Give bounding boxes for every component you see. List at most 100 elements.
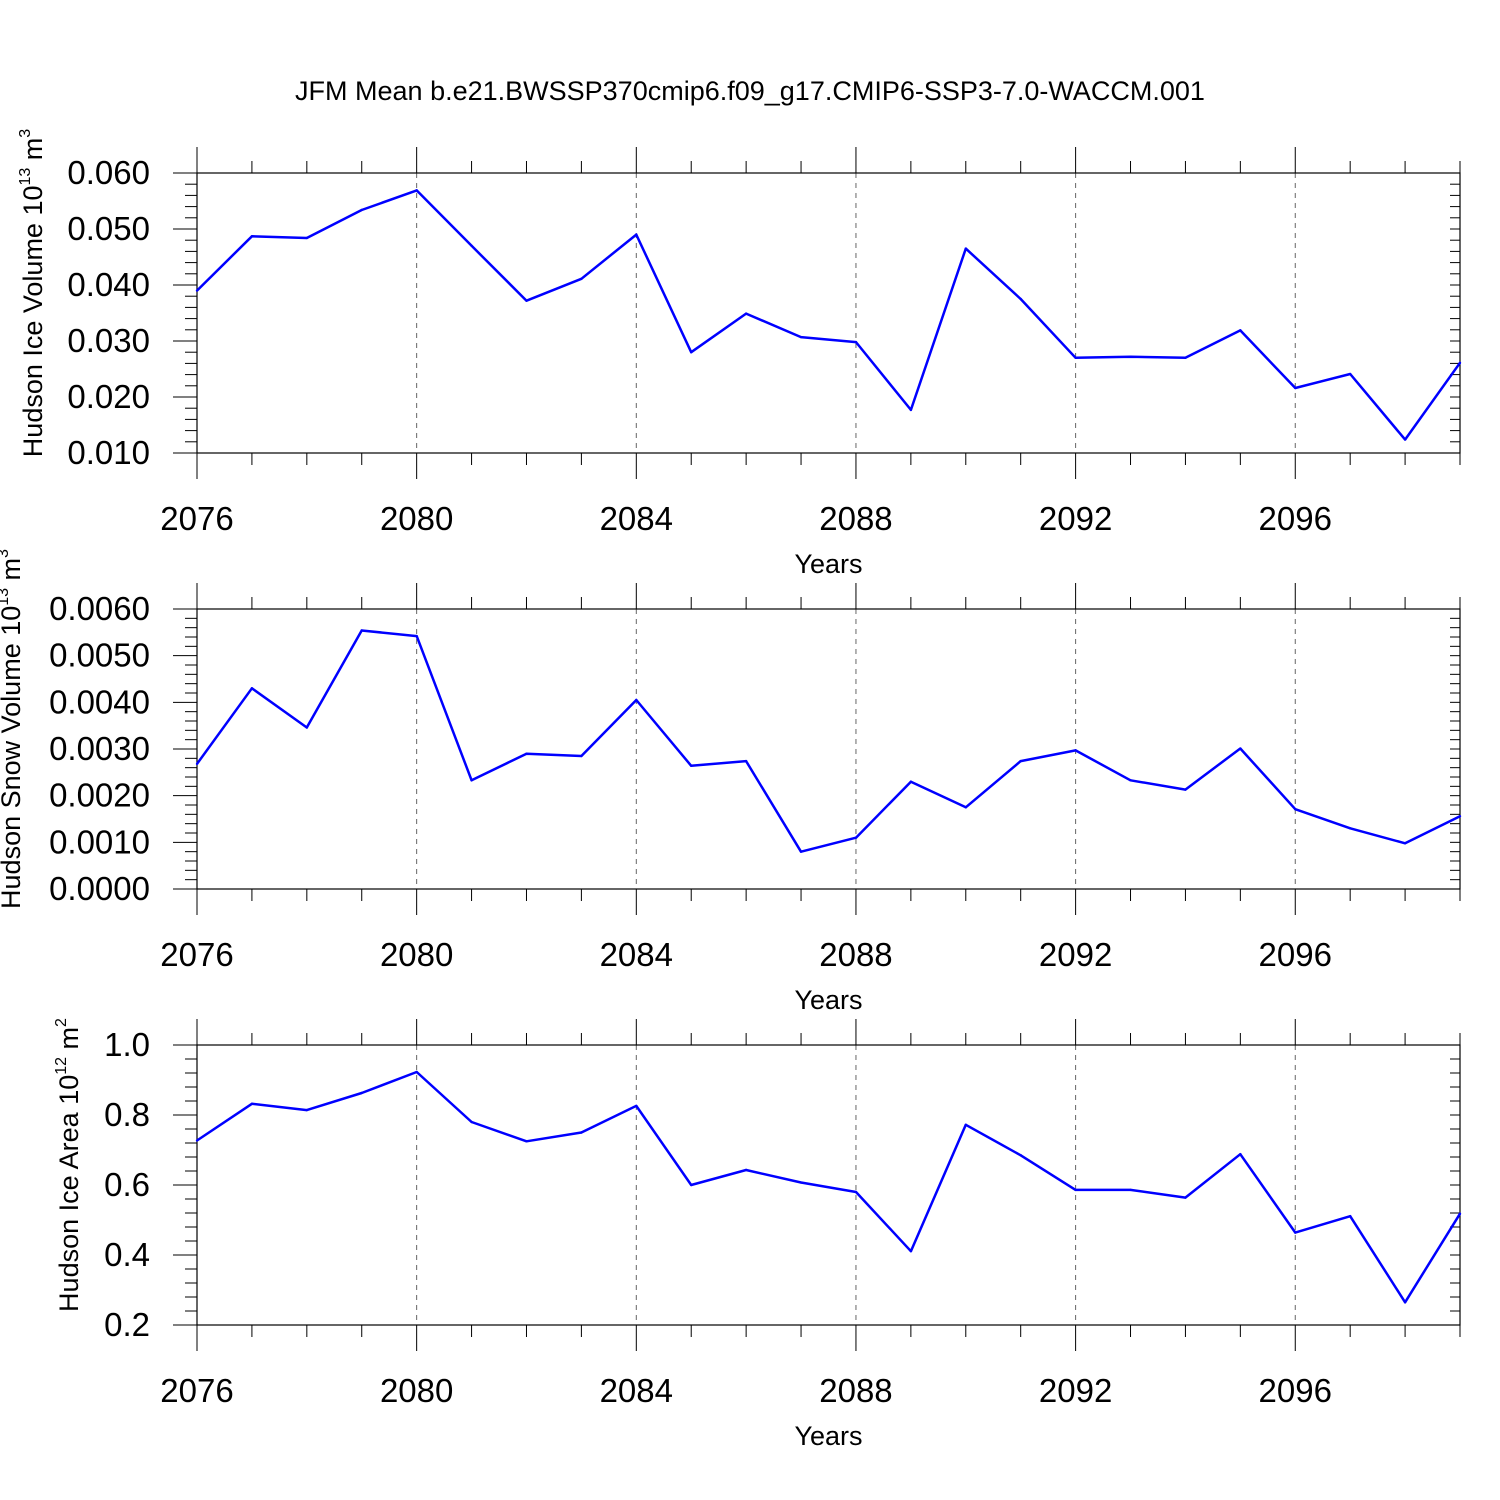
ice-volume-point	[415, 189, 418, 192]
y-tick-label: 0.0000	[49, 870, 150, 907]
y-tick-label: 0.040	[67, 266, 150, 303]
snow-volume-point	[744, 759, 748, 763]
y-tick-label: 0.8	[104, 1096, 150, 1133]
snow-volume-point	[909, 780, 913, 783]
ice-area-point	[1458, 1212, 1462, 1215]
ice-volume-point	[1294, 386, 1297, 390]
ice-volume-point	[1074, 356, 1077, 359]
y-tick-label: 0.0040	[49, 683, 150, 720]
snow-volume-point	[799, 850, 803, 853]
ice-volume-point	[305, 236, 309, 240]
x-tick-label: 2092	[1039, 1372, 1112, 1409]
x-tick-label: 2092	[1039, 500, 1112, 537]
ice-area-point	[305, 1108, 309, 1112]
y-tick-label: 1.0	[104, 1026, 150, 1063]
plot-frame	[196, 608, 1461, 890]
plot-frame	[196, 172, 1461, 454]
ice-volume-point	[360, 208, 363, 212]
snow-volume-point	[250, 687, 254, 690]
ice-area-point	[1184, 1196, 1187, 1199]
ice-volume-point	[635, 233, 638, 236]
ice-volume-point	[964, 247, 967, 250]
y-tick-label: 0.6	[104, 1166, 150, 1203]
y-axis-label: Hudson Ice Volume 1013 m3	[17, 129, 48, 457]
snow-volume-point	[580, 754, 583, 758]
snow-volume-point	[1129, 779, 1132, 782]
ice-area-point	[964, 1123, 967, 1127]
x-tick-label: 2096	[1259, 1372, 1332, 1409]
ice-volume-point	[1458, 361, 1462, 365]
x-tick-label: 2096	[1259, 500, 1332, 537]
x-tick-label: 2084	[600, 500, 673, 537]
y-tick-label: 0.050	[67, 210, 150, 247]
ice-area-point	[690, 1183, 693, 1187]
ice-area-point	[744, 1168, 748, 1172]
ice-area-series-line	[196, 1070, 1462, 1304]
snow-volume-point	[964, 806, 967, 809]
ice-volume-point	[1403, 438, 1407, 441]
snow-volume-point	[525, 752, 528, 755]
y-tick-label: 0.0060	[49, 590, 150, 627]
snow-volume-point	[1294, 808, 1297, 811]
x-tick-label: 2084	[600, 1372, 673, 1409]
snow-volume-point	[635, 698, 638, 702]
ice-area-point	[799, 1181, 803, 1184]
ice-volume-point	[1239, 329, 1242, 332]
ice-area-point	[635, 1104, 638, 1108]
y-tick-label: 0.0050	[49, 637, 150, 674]
snow-volume-point	[470, 779, 473, 782]
snow-volume-point	[360, 629, 363, 632]
ice-volume-point	[470, 244, 473, 247]
ice-volume-point	[250, 235, 254, 238]
y-tick-label: 0.030	[67, 322, 150, 359]
snow-volume-point	[1019, 759, 1022, 763]
ice-area-point	[1239, 1153, 1242, 1156]
ice-volume-panel: 2076 2080 2084 2088 2092 2096 0.010 0.020 0.030 0…	[17, 129, 1462, 579]
ice-volume-point	[909, 408, 913, 412]
ice-area-point	[470, 1120, 473, 1124]
ice-area-point	[195, 1139, 199, 1142]
snow-volume-point	[1184, 788, 1187, 791]
x-tick-label: 2080	[380, 1372, 453, 1409]
ice-volume-point	[690, 351, 693, 354]
x-tick-label: 2084	[600, 936, 673, 973]
y-tick-label: 0.0020	[49, 777, 150, 814]
ice-area-point	[1348, 1214, 1352, 1218]
y-tick-label: 0.2	[104, 1306, 150, 1343]
ice-area-point	[415, 1070, 418, 1074]
snow-volume-point	[854, 836, 858, 839]
ice-area-point	[360, 1091, 363, 1095]
snow-volume-point	[1074, 749, 1077, 752]
ice-area-point	[1403, 1301, 1407, 1304]
ice-volume-point	[799, 335, 803, 339]
y-tick-label: 0.020	[67, 378, 150, 415]
ice-area-point	[1294, 1231, 1297, 1234]
ice-area-point	[1129, 1188, 1132, 1192]
snow-volume-point	[415, 634, 418, 638]
x-axis-label: Years	[794, 549, 862, 579]
ice-area-panel: 2076 2080 2084 2088 2092 2096 0.2 0.4 0.6 0.8 1.0 Y…	[53, 1018, 1462, 1451]
ice-area-point	[854, 1190, 858, 1194]
ice-volume-point	[1184, 356, 1187, 359]
x-tick-label: 2096	[1259, 936, 1332, 973]
ice-area-point	[250, 1102, 254, 1106]
x-tick-label: 2088	[819, 936, 892, 973]
y-axis-label: Hudson Snow Volume 1013 m3	[0, 549, 26, 909]
x-tick-label: 2076	[160, 936, 233, 973]
x-tick-label: 2076	[160, 1372, 233, 1409]
snow-volume-point	[305, 726, 309, 729]
ice-volume-point	[1019, 297, 1022, 301]
x-tick-label: 2080	[380, 936, 453, 973]
ice-volume-point	[580, 277, 583, 281]
y-tick-label: 0.0010	[49, 823, 150, 860]
y-axis-label: Hudson Ice Area 1012 m2	[53, 1018, 84, 1312]
y-tick-label: 0.0030	[49, 730, 150, 767]
ice-volume-point	[1129, 355, 1132, 358]
snow-volume-point	[1403, 842, 1407, 845]
snow-volume-series-line	[195, 629, 1461, 853]
x-tick-label: 2076	[160, 500, 233, 537]
y-tick-label: 0.060	[67, 154, 150, 191]
ice-area-point	[1074, 1188, 1077, 1192]
ice-volume-point	[854, 340, 858, 344]
chart-title: JFM Mean b.e21.BWSSP370cmip6.f09_g17.CMI…	[295, 76, 1205, 106]
